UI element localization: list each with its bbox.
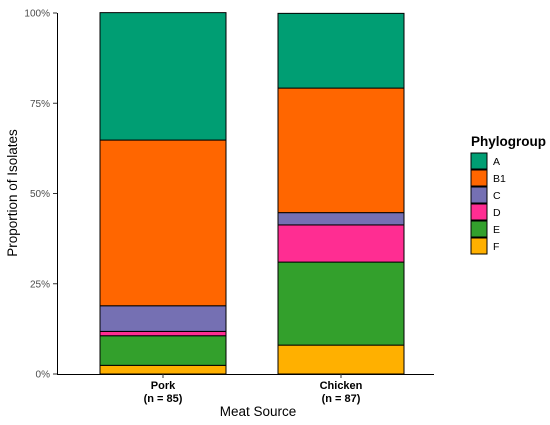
- y-ticks-group: 0% 25% 50% 75% 100%: [24, 9, 57, 381]
- legend-label-b1: B1: [493, 173, 506, 185]
- bar-segment-pork-f: [99, 364, 227, 375]
- legend-swatch-f: [470, 237, 488, 255]
- legend-swatch-c: [470, 186, 488, 204]
- x-category-count: (n = 85): [144, 393, 183, 405]
- x-category-label: Pork: [151, 380, 176, 392]
- y-axis-title: Proportion of Isolates: [5, 129, 20, 257]
- bar-segment-pork-b1: [99, 139, 227, 307]
- bars-group: [99, 12, 405, 375]
- x-ticks-group: Pork(n = 85) Chicken(n = 87): [144, 374, 363, 405]
- x-axis-title: Meat Source: [220, 404, 297, 419]
- x-category-count: (n = 87): [322, 393, 361, 405]
- y-tick-label: 25%: [30, 279, 50, 290]
- bar-segment-chicken-c: [277, 212, 405, 226]
- bar-segment-chicken-e: [277, 261, 405, 346]
- bar-segment-pork-a: [99, 12, 227, 141]
- bar-segment-chicken-d: [277, 224, 405, 263]
- legend-label-f: F: [493, 241, 499, 253]
- y-tick-label: 75%: [30, 99, 50, 110]
- bar-segment-pork-d: [99, 330, 227, 337]
- y-tick-label: 100%: [24, 9, 50, 20]
- bar-segment-chicken-a: [277, 12, 405, 89]
- legend-label-c: C: [493, 190, 501, 202]
- legend-swatch-d: [470, 203, 488, 221]
- legend-label-d: D: [493, 207, 501, 219]
- y-tick-label: 50%: [30, 189, 50, 200]
- legend-label-a: A: [493, 156, 500, 168]
- legend-swatch-b1: [470, 169, 488, 187]
- bar-segment-pork-c: [99, 305, 227, 332]
- bar-segment-chicken-b1: [277, 87, 405, 214]
- axes-group: [57, 13, 434, 375]
- y-tick-label: 0%: [36, 370, 51, 381]
- bar-segment-chicken-f: [277, 344, 405, 375]
- legend-swatch-e: [470, 220, 488, 238]
- legend-title: Phylogroup: [471, 134, 546, 149]
- x-category-label: Chicken: [320, 380, 363, 392]
- legend-label-e: E: [493, 224, 500, 236]
- legend-swatch-a: [470, 152, 488, 170]
- bar-segment-pork-e: [99, 335, 227, 366]
